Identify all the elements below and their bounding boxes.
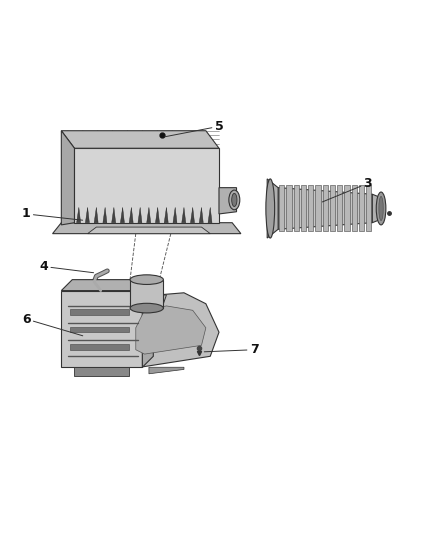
- Polygon shape: [136, 306, 206, 354]
- Polygon shape: [352, 185, 357, 231]
- Text: 1: 1: [22, 207, 83, 221]
- Text: 3: 3: [322, 177, 372, 202]
- Polygon shape: [337, 185, 343, 231]
- Polygon shape: [219, 188, 237, 214]
- Polygon shape: [372, 194, 383, 223]
- Ellipse shape: [232, 193, 237, 206]
- Polygon shape: [279, 185, 284, 231]
- Ellipse shape: [130, 303, 163, 313]
- Polygon shape: [70, 310, 129, 314]
- Polygon shape: [138, 207, 142, 223]
- Polygon shape: [267, 179, 278, 238]
- Polygon shape: [191, 207, 194, 223]
- Text: 7: 7: [204, 343, 258, 356]
- Polygon shape: [130, 295, 166, 304]
- Ellipse shape: [130, 275, 163, 285]
- Polygon shape: [208, 207, 212, 223]
- Polygon shape: [315, 185, 321, 231]
- Polygon shape: [147, 207, 151, 223]
- Polygon shape: [149, 367, 184, 374]
- Polygon shape: [142, 280, 153, 367]
- Polygon shape: [70, 344, 129, 350]
- Text: 5: 5: [165, 120, 223, 137]
- Polygon shape: [366, 185, 371, 231]
- Text: 6: 6: [22, 312, 83, 336]
- Polygon shape: [182, 207, 186, 223]
- Polygon shape: [130, 280, 163, 308]
- Polygon shape: [199, 207, 203, 223]
- Ellipse shape: [379, 197, 383, 221]
- Polygon shape: [308, 185, 313, 231]
- Polygon shape: [53, 223, 241, 233]
- Polygon shape: [61, 131, 219, 148]
- Polygon shape: [94, 207, 98, 223]
- Polygon shape: [173, 207, 177, 223]
- Polygon shape: [278, 188, 372, 229]
- Polygon shape: [131, 293, 219, 367]
- Polygon shape: [88, 227, 210, 233]
- Polygon shape: [112, 207, 116, 223]
- Polygon shape: [85, 207, 89, 223]
- Text: 4: 4: [39, 260, 94, 273]
- Polygon shape: [286, 185, 292, 231]
- Ellipse shape: [376, 192, 386, 225]
- Polygon shape: [322, 185, 328, 231]
- Polygon shape: [164, 207, 168, 223]
- Polygon shape: [70, 327, 129, 332]
- Polygon shape: [61, 280, 153, 290]
- Polygon shape: [61, 131, 74, 225]
- Polygon shape: [330, 185, 335, 231]
- Polygon shape: [103, 207, 107, 223]
- Ellipse shape: [229, 190, 240, 210]
- Polygon shape: [344, 185, 350, 231]
- Polygon shape: [74, 367, 129, 376]
- Polygon shape: [61, 290, 142, 367]
- Polygon shape: [74, 148, 219, 223]
- Polygon shape: [77, 207, 81, 223]
- Polygon shape: [129, 207, 133, 223]
- Polygon shape: [120, 207, 124, 223]
- Polygon shape: [293, 185, 299, 231]
- Polygon shape: [155, 207, 159, 223]
- Ellipse shape: [266, 179, 275, 238]
- Polygon shape: [301, 185, 306, 231]
- Polygon shape: [359, 185, 364, 231]
